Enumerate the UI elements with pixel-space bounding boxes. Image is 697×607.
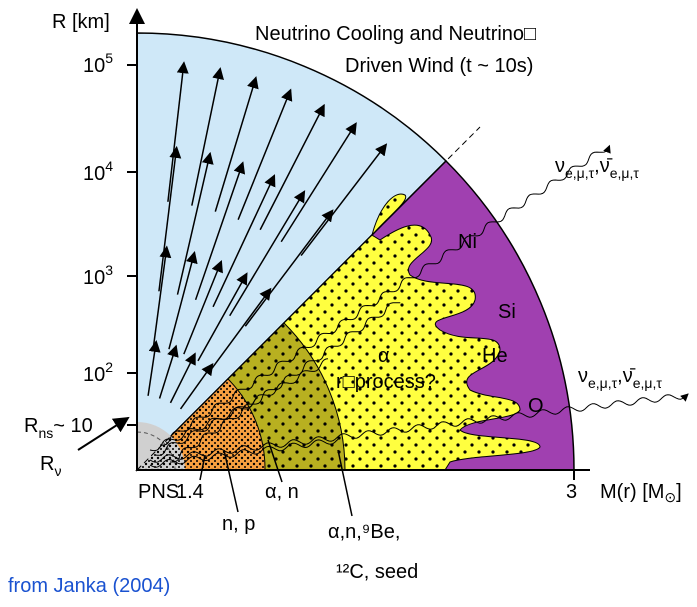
wind-arrow — [280, 122, 357, 243]
wind-arrow — [229, 190, 306, 317]
y-tick-label: 104 — [83, 158, 113, 185]
shell-label: α,n,⁹Be, — [328, 521, 400, 543]
element-label: He — [482, 345, 508, 367]
element-label: Si — [498, 301, 516, 323]
shell-label: n, p — [222, 513, 255, 535]
neutrinosphere — [136, 431, 176, 471]
wind-arrow — [300, 143, 388, 257]
wind-arrow — [179, 362, 214, 410]
region-label: r□process? — [336, 371, 436, 393]
wind-arrow — [167, 61, 189, 202]
wind-arrow — [237, 88, 293, 220]
y-tick-label: 102 — [83, 359, 113, 386]
wind-arrow — [147, 339, 161, 396]
dashed-boundary — [136, 126, 481, 471]
neutrino-path — [154, 358, 329, 456]
wind-arrow — [158, 344, 179, 399]
neutrino-path — [149, 438, 339, 468]
wind-arrow — [194, 161, 246, 301]
shell-label: ¹²C, seed — [336, 561, 418, 583]
x-tick-label: 3 — [566, 481, 577, 503]
pointer — [77, 416, 130, 451]
shell-label: α, n — [265, 481, 299, 503]
wind-arrow — [168, 251, 198, 350]
wind-arrow — [183, 259, 223, 355]
wind-region — [136, 32, 448, 472]
wind-arrow — [158, 145, 182, 292]
wind-arrow — [212, 174, 276, 308]
title-line: Driven Wind (t ~ 10s) — [345, 55, 533, 77]
wind-arrows — [147, 61, 388, 410]
neutrino-path — [149, 393, 689, 463]
title-line: Neutrino Cooling and Neutrino□ — [255, 23, 536, 45]
ns-radius-label: Rns~ 10 — [24, 415, 93, 441]
y-tick-label: 105 — [83, 50, 113, 77]
x-tick-label: 1.4 — [176, 481, 204, 503]
label-pointers — [199, 439, 353, 517]
wind-arrow — [169, 352, 196, 404]
x-axis-label: M(r) [M⊙] — [600, 481, 682, 505]
x-tick-label: PNS — [138, 481, 179, 503]
y-tick-label: 103 — [83, 262, 113, 289]
neutrino-paths — [149, 144, 689, 468]
neutrino-label: νe,μ,τ,ν̄e,μ,τ — [578, 365, 662, 391]
region-label: α — [378, 345, 390, 367]
wind-arrow — [152, 245, 172, 347]
wind-arrow — [259, 103, 325, 231]
wind-arrow — [214, 76, 259, 212]
wind-arrow — [210, 287, 272, 370]
neutrino-path — [170, 302, 401, 463]
y-axis-label: R [km] — [52, 11, 110, 33]
wind-arrow — [244, 209, 334, 327]
element-label: Ni — [458, 231, 477, 253]
neutrino-path — [149, 397, 259, 452]
nu-radius-label: Rν — [40, 453, 61, 479]
credit: from Janka (2004) — [8, 575, 170, 597]
wind-arrow — [176, 151, 214, 295]
neutrino-label: νe,μ,τ,ν̄e,μ,τ — [555, 155, 639, 181]
element-label: O — [528, 395, 544, 417]
wind-arrow — [197, 272, 248, 362]
neutrino-path — [159, 144, 611, 446]
wind-arrow — [191, 67, 224, 206]
